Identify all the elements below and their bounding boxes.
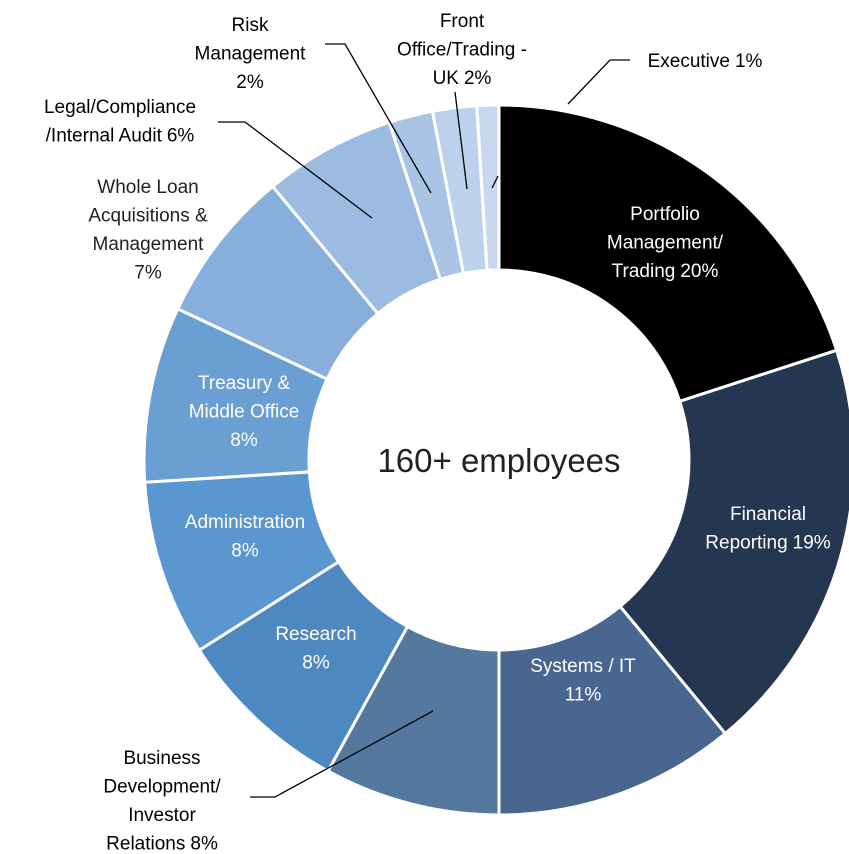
label-line: Development/ <box>103 777 221 798</box>
value-label: 8% <box>231 541 259 562</box>
value-label: 7% <box>134 263 162 284</box>
label-line: 7% <box>134 263 162 284</box>
leader-line <box>567 59 630 105</box>
category-label: Executive <box>648 51 730 72</box>
value-label: 1% <box>735 51 763 72</box>
category-label: Research <box>275 624 356 645</box>
slice-label: Systems / IT 11% <box>530 656 636 706</box>
category-label: Office/Trading - <box>397 40 527 61</box>
category-label: Treasury & <box>198 373 291 394</box>
category-label: Management <box>195 44 307 65</box>
label-line: Systems / IT <box>530 656 636 677</box>
label-line: Financial <box>730 504 806 525</box>
slice <box>497 103 839 404</box>
slice-label: Whole Loan Acquisitions & Management 7% <box>88 177 208 284</box>
slice-label: Portfolio Management/Trading 20% <box>607 204 724 282</box>
category-label: Development/ <box>103 777 221 798</box>
label-line: /Internal Audit 6% <box>46 126 195 147</box>
label-line: Trading 20% <box>612 261 719 282</box>
leaders <box>218 43 630 798</box>
label-line: Executive 1% <box>648 51 763 72</box>
value-label: 8% <box>302 653 330 674</box>
label-line: Business <box>123 748 200 769</box>
leader-line <box>325 43 432 194</box>
label-line: Management <box>195 44 307 65</box>
slice-label: Research 8% <box>275 624 356 674</box>
category-label: Relations <box>106 834 185 854</box>
label-line: Research <box>275 624 356 645</box>
category-label: Investor <box>128 805 196 826</box>
label-line: Investor <box>128 805 196 826</box>
label-line: 2% <box>236 72 264 93</box>
category-label: Business <box>123 748 200 769</box>
category-label: Systems / IT <box>530 656 636 677</box>
label-line: 8% <box>230 430 258 451</box>
value-label: 6% <box>167 126 195 147</box>
leader-line <box>250 710 434 798</box>
value-label: 11% <box>565 685 602 706</box>
category-label: Trading <box>612 261 676 282</box>
category-label: Middle Office <box>189 402 300 423</box>
label-line: Legal/Compliance <box>44 97 196 118</box>
label-line: Treasury & <box>198 373 291 394</box>
label-line: Office/Trading - <box>397 40 527 61</box>
category-label: Acquisitions & <box>88 206 208 227</box>
category-label: Portfolio <box>630 204 700 225</box>
label-line: Acquisitions & <box>88 206 208 227</box>
slice-label: Risk Management 2% <box>195 15 307 93</box>
center-label: 160+ employees <box>377 442 620 479</box>
category-label: Legal/Compliance <box>44 97 196 118</box>
label-line: Middle Office <box>189 402 300 423</box>
category-label: Reporting <box>705 533 787 554</box>
slice-label: Executive 1% <box>648 51 763 72</box>
value-label: 20% <box>680 261 718 282</box>
category-label: Whole Loan <box>97 177 198 198</box>
category-label: UK <box>433 68 460 89</box>
label-line: Whole Loan <box>97 177 198 198</box>
label-line: 11% <box>565 685 602 706</box>
label-line: Relations 8% <box>106 834 218 854</box>
category-label: Risk <box>232 15 269 36</box>
category-label: Front <box>440 11 485 32</box>
value-label: 2% <box>236 72 264 93</box>
label-line: Administration <box>185 512 305 533</box>
slices <box>142 103 849 817</box>
slice-label: Front Office/Trading - UK 2% <box>397 11 527 89</box>
leader-line <box>491 175 499 189</box>
labels: Portfolio Management/Trading 20% Financial R… <box>44 11 831 854</box>
category-label: Financial <box>730 504 806 525</box>
leader-line <box>218 121 373 219</box>
label-line: Management <box>93 234 205 255</box>
slice-label: Legal/Compliance/Internal Audit 6% <box>44 97 196 147</box>
slice-label: Business Development/Investor Relations 8% <box>103 748 221 854</box>
value-label: 8% <box>190 834 218 854</box>
slice-label: Administration 8% <box>185 512 305 562</box>
leader-line <box>454 91 468 190</box>
value-label: 19% <box>793 533 831 554</box>
label-line: Front <box>440 11 485 32</box>
label-line: Portfolio <box>630 204 700 225</box>
label-line: Risk <box>232 15 269 36</box>
slice <box>475 103 501 272</box>
category-label: Management/ <box>607 233 724 254</box>
label-line: 8% <box>302 653 330 674</box>
category-label: /Internal Audit <box>46 126 163 147</box>
category-label: Management <box>93 234 205 255</box>
category-label: Administration <box>185 512 305 533</box>
label-line: 8% <box>231 541 259 562</box>
slice-label: Treasury & Middle Office 8% <box>189 373 300 451</box>
label-line: Reporting 19% <box>705 533 831 554</box>
value-label: 8% <box>230 430 258 451</box>
slice-label: Financial Reporting 19% <box>705 504 831 554</box>
slice <box>617 348 849 736</box>
value-label: 2% <box>464 68 492 89</box>
label-line: Management/ <box>607 233 724 254</box>
label-line: UK 2% <box>433 68 492 89</box>
